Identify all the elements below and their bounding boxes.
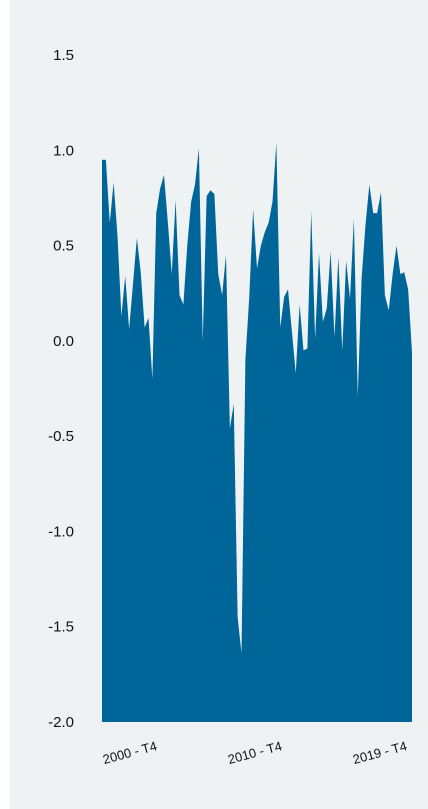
x-axis: 2000 - T4 2010 - T4 2019 - T4 — [101, 738, 408, 767]
x-tick-label: 2000 - T4 — [101, 738, 158, 767]
x-tick-label: 2010 - T4 — [226, 738, 283, 767]
y-tick-label: 1.0 — [53, 142, 74, 159]
plot-area — [102, 142, 412, 722]
series-area — [102, 142, 412, 722]
y-tick-label: 1.5 — [53, 47, 74, 64]
y-tick-label: -2.0 — [48, 714, 74, 731]
y-tick-label: -1.5 — [48, 619, 74, 636]
y-tick-label: -1.0 — [48, 523, 74, 540]
y-tick-label: 0.0 — [53, 333, 74, 350]
y-tick-label: -0.5 — [48, 428, 74, 445]
x-tick-label: 2019 - T4 — [351, 738, 408, 767]
y-axis: 1.5 1.0 0.5 0.0 -0.5 -1.0 -1.5 -2.0 — [48, 47, 74, 731]
y-tick-label: 0.5 — [53, 238, 74, 255]
